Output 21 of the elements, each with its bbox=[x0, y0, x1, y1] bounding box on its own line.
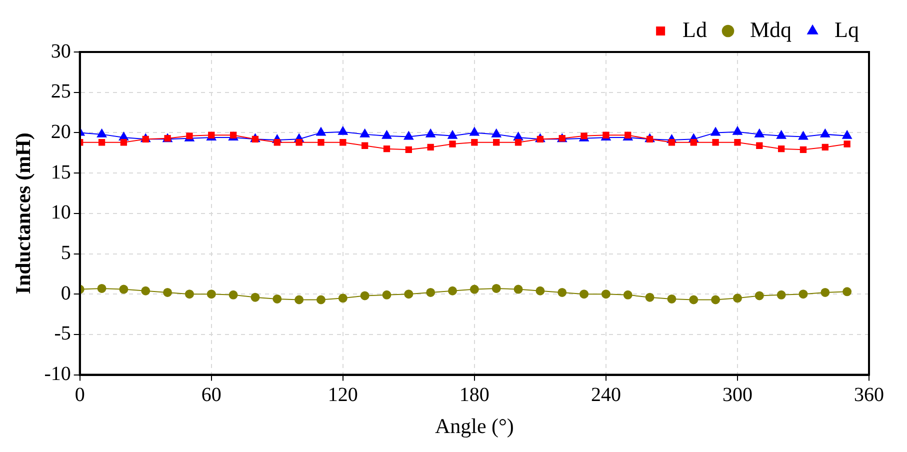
legend-label: Lq bbox=[834, 16, 860, 42]
legend-label: Mdq bbox=[750, 16, 792, 42]
y-tick-label: 25 bbox=[50, 80, 71, 103]
x-tick-label: 240 bbox=[590, 384, 621, 406]
y-tick-label: 30 bbox=[50, 40, 71, 62]
x-tick-label: 360 bbox=[854, 384, 884, 406]
y-tick-label: -5 bbox=[54, 322, 71, 345]
y-tick-label: 5 bbox=[60, 242, 71, 264]
x-tick-label: 120 bbox=[328, 384, 358, 406]
y-axis-title: Inductances (mH) bbox=[11, 132, 36, 294]
x-tick-label: 180 bbox=[459, 384, 490, 406]
y-tick-label: 15 bbox=[50, 161, 71, 184]
x-tick-label: 0 bbox=[74, 384, 85, 406]
y-tick-label: 0 bbox=[60, 282, 71, 304]
y-tick-label: 10 bbox=[50, 202, 71, 224]
x-tick-label: 300 bbox=[722, 384, 752, 406]
y-tick-label: -10 bbox=[44, 363, 71, 386]
legend-label: Ld bbox=[682, 16, 708, 42]
x-axis-title: Angle (°) bbox=[434, 414, 514, 438]
y-tick-label: 20 bbox=[50, 120, 71, 143]
x-tick-label: 60 bbox=[201, 384, 222, 406]
